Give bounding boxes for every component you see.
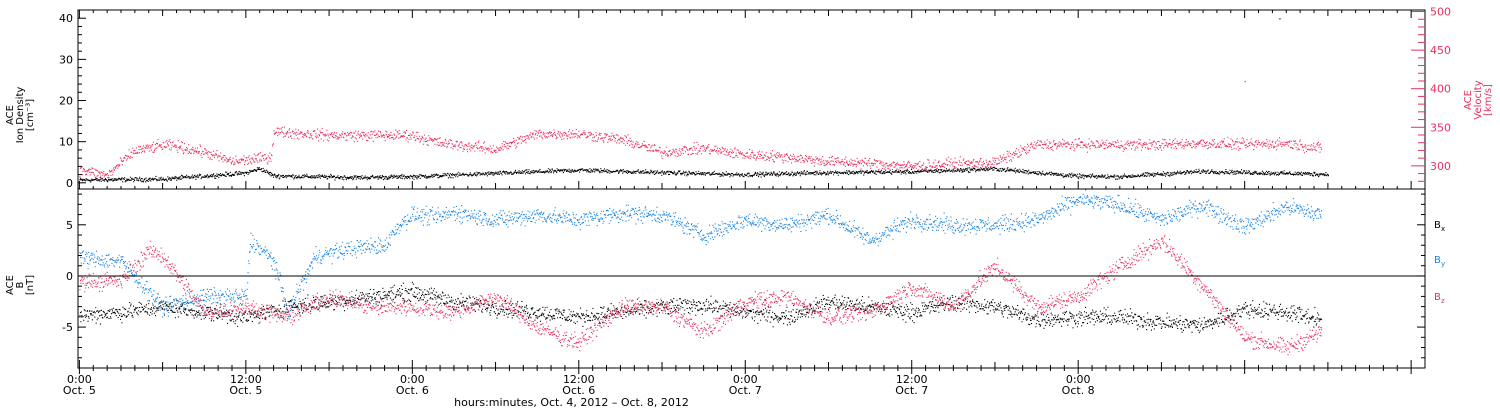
top-left-tick-label: 30 <box>59 53 73 66</box>
x-tick-date-label: Oct. 5 <box>63 384 96 397</box>
top-right-tick-label: 450 <box>1430 44 1451 57</box>
x-tick-date-label: Oct. 7 <box>729 384 762 397</box>
top-left-tick-label: 40 <box>59 12 73 25</box>
legend-label: B <box>1434 220 1441 231</box>
bottom-ylabel-line-1: B <box>15 281 26 288</box>
top-left-tick-label: 20 <box>59 95 73 108</box>
top-right-ylabel: ACE Velocity [km/s] <box>1463 80 1494 119</box>
series-by <box>79 189 1323 320</box>
outlier-point-1 <box>1279 18 1281 20</box>
top-right-tick-label: 500 <box>1430 6 1451 19</box>
legend-subscript: x <box>1441 225 1445 233</box>
x-tick-time-label: 0:00 <box>733 373 758 386</box>
legend-label: B <box>1434 255 1441 266</box>
series-bx <box>79 281 1323 334</box>
top-left-tick-label: 0 <box>66 177 73 190</box>
top-right-tick-label: 300 <box>1430 160 1451 173</box>
top-right-ylabel-line-2: [km/s] <box>1483 84 1494 116</box>
x-tick-time-label: 12:00 <box>563 373 595 386</box>
x-tick-time-label: 12:00 <box>896 373 928 386</box>
series-bz-points <box>79 234 1323 356</box>
top-left-tick-label: 10 <box>59 136 73 149</box>
top-right-tick-label: 400 <box>1430 83 1451 96</box>
series-by-points <box>79 189 1323 320</box>
top-left-ylabel: ACE Ion Density [cm⁻³] <box>5 87 36 144</box>
series-density-points <box>79 166 1329 183</box>
bottom-ylabel-line-2: [nT] <box>25 275 36 295</box>
bottom-tick-label: -5 <box>62 321 73 334</box>
top-right-tick-label: 350 <box>1430 121 1451 134</box>
bottom-tick-label: 0 <box>66 270 73 283</box>
top-panel-frame <box>77 9 1426 190</box>
bottom-tick-label: 5 <box>66 219 73 232</box>
top-left-ylabel-line-2: [cm⁻³] <box>25 99 36 131</box>
x-tick-time-label: 12:00 <box>230 373 262 386</box>
x-tick-date-label: Oct. 7 <box>895 384 928 397</box>
bottom-panel-frame <box>77 188 1426 369</box>
legend-subscript: z <box>1441 297 1445 305</box>
axes-group: 0 10 20 30 40 300 350 400 450 500 -5 0 5 <box>59 6 1451 374</box>
bottom-panel-data <box>79 189 1323 356</box>
bottom-ylabel-line-0: ACE <box>5 275 16 295</box>
x-tick-date-label: Oct. 5 <box>229 384 262 397</box>
x-tick-time-label: 0:00 <box>400 373 425 386</box>
top-left-ylabel-line-1: Ion Density <box>15 87 26 144</box>
bottom-ylabel: ACE B [nT] <box>5 275 36 295</box>
legend-label: B <box>1434 292 1441 303</box>
x-tick-date-label: Oct. 6 <box>396 384 429 397</box>
x-tick-date-label: Oct. 8 <box>1062 384 1095 397</box>
series-bx-points <box>79 281 1323 334</box>
legend-subscript: y <box>1441 260 1445 268</box>
x-tick-time-label: 0:00 <box>67 373 92 386</box>
top-right-ylabel-line-1: Velocity <box>1473 80 1484 119</box>
x-tick-time-label: 0:00 <box>1066 373 1091 386</box>
top-left-ylabel-line-0: ACE <box>5 105 16 125</box>
outlier-point-0 <box>1244 80 1246 83</box>
x-axis-title: hours:minutes, Oct. 4, 2012 – Oct. 8, 20… <box>454 396 689 409</box>
series-density <box>79 166 1329 183</box>
series-bz <box>79 234 1323 356</box>
x-tick-date-label: Oct. 6 <box>562 384 595 397</box>
top-panel-data <box>79 18 1329 183</box>
top-right-ylabel-line-0: ACE <box>1463 90 1474 110</box>
